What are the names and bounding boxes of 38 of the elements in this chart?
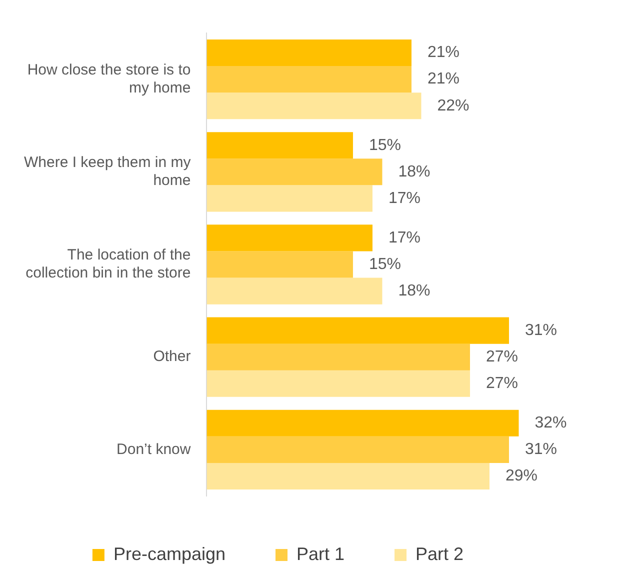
data-label: 17% xyxy=(388,190,421,207)
data-label: 31% xyxy=(525,441,558,458)
legend-label: Part 2 xyxy=(416,544,464,564)
bar xyxy=(206,462,490,490)
data-label: 17% xyxy=(388,229,421,246)
data-label: 18% xyxy=(398,282,430,300)
bar xyxy=(206,92,422,120)
bar xyxy=(206,39,412,66)
bar xyxy=(206,251,353,278)
y-tick-label: The location of the collection bin in the store xyxy=(26,246,191,282)
legend-label: Part 1 xyxy=(296,544,345,564)
bar xyxy=(206,66,412,93)
data-label: 21% xyxy=(427,44,460,62)
bar xyxy=(206,185,372,212)
data-label: 27% xyxy=(486,375,518,392)
y-tick-label: Other xyxy=(153,348,191,366)
bar xyxy=(206,317,509,344)
data-label: 32% xyxy=(534,414,567,432)
y-tick-label: Where I keep them in my home xyxy=(24,154,192,190)
data-label: 22% xyxy=(437,97,470,114)
bar xyxy=(206,436,509,463)
bar xyxy=(206,132,353,159)
bar xyxy=(206,278,382,304)
data-label: 15% xyxy=(368,136,402,154)
bar xyxy=(206,224,372,252)
bar xyxy=(206,370,470,397)
y-tick-label: How close the store is to my home xyxy=(27,61,191,96)
data-label: 15% xyxy=(368,256,402,273)
legend-label: Pre-campaign xyxy=(113,544,226,564)
bar xyxy=(206,158,382,186)
data-label: 29% xyxy=(505,468,538,485)
bar xyxy=(206,344,470,370)
data-label: 27% xyxy=(486,348,518,366)
data-label: 18% xyxy=(398,163,430,180)
y-tick-label: Don’t know xyxy=(116,440,191,458)
data-label: 21% xyxy=(427,70,460,88)
data-label: 31% xyxy=(525,322,558,339)
bar xyxy=(206,410,519,436)
